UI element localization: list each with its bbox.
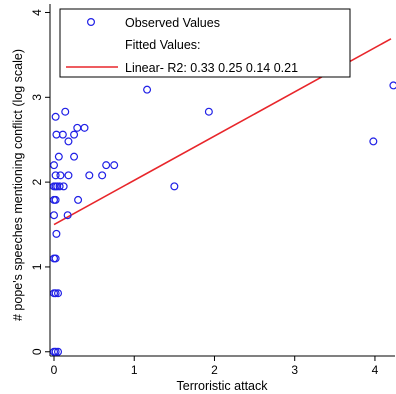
y-tick-label: 3 <box>30 94 44 101</box>
data-point <box>64 171 73 180</box>
x-tick-label: 3 <box>291 363 298 377</box>
data-point <box>55 182 64 191</box>
data-point <box>98 171 107 180</box>
data-point <box>51 347 60 356</box>
data-point <box>50 161 59 170</box>
y-tick-label: 2 <box>30 178 44 185</box>
data-point <box>170 182 179 191</box>
data-point <box>369 137 378 146</box>
data-point <box>58 130 67 139</box>
data-point <box>70 130 79 139</box>
data-point <box>52 130 61 139</box>
legend-box <box>59 8 351 78</box>
data-point <box>110 161 119 170</box>
legend-linear-label: Linear- R2: 0.33 0.25 0.14 0.21 <box>125 61 298 75</box>
x-tick-label: 2 <box>211 363 218 377</box>
data-point <box>204 107 213 116</box>
legend: Observed Values Fitted Values: Linear- R… <box>59 8 351 78</box>
data-point <box>51 195 60 204</box>
y-ticks: 0 1 2 3 4 <box>30 9 50 355</box>
x-tick-label: 1 <box>131 363 138 377</box>
data-point <box>85 171 94 180</box>
data-point <box>63 211 72 220</box>
data-point <box>51 171 60 180</box>
data-point <box>59 182 68 191</box>
data-point <box>389 81 396 90</box>
legend-observed-label: Observed Values <box>125 16 220 30</box>
data-point <box>54 289 63 298</box>
data-point <box>61 107 70 116</box>
data-point <box>80 123 89 132</box>
data-point <box>54 152 63 161</box>
y-tick-label: 4 <box>30 9 44 16</box>
observed-points-layer <box>50 81 396 356</box>
data-point <box>74 195 83 204</box>
x-axis-label: Terroristic attack <box>177 379 269 393</box>
legend-fitted-label: Fitted Values: <box>125 38 201 52</box>
data-point <box>51 254 60 263</box>
data-point <box>64 137 73 146</box>
data-point <box>50 211 59 220</box>
data-point <box>73 123 82 132</box>
y-axis-label: # pope's speeches mentioning conflict (l… <box>11 49 25 321</box>
data-point <box>56 171 65 180</box>
data-point <box>102 161 111 170</box>
axes <box>49 4 395 357</box>
data-point <box>51 112 60 121</box>
data-point <box>70 152 79 161</box>
x-tick-label: 0 <box>51 363 58 377</box>
x-tick-label: 4 <box>372 363 379 377</box>
x-ticks: 0 1 2 3 4 <box>51 356 379 377</box>
data-point <box>52 229 61 238</box>
data-point <box>143 85 152 94</box>
y-tick-label: 1 <box>30 263 44 270</box>
data-point <box>54 347 63 356</box>
legend-observed-marker <box>86 18 95 27</box>
y-tick-label: 0 <box>30 348 44 355</box>
data-point <box>51 289 60 298</box>
